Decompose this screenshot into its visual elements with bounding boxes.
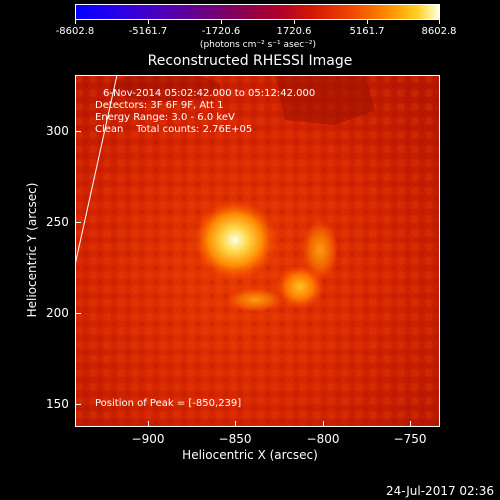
rhessi-image [75, 75, 440, 427]
colorbar-tick-label: 8602.8 [421, 26, 457, 37]
y-tick-mark [75, 131, 81, 132]
colorbar-tick-label: 1720.6 [276, 26, 312, 37]
y-axis-label: Heliocentric Y (arcsec) [25, 182, 39, 318]
colorbar-unit-label: (photons cm⁻² s⁻¹ asec⁻²) [199, 40, 317, 50]
x-tick-mark [410, 421, 411, 427]
plot-frame [75, 75, 440, 427]
peak-position-text: Position of Peak = [-850,239] [95, 398, 242, 409]
x-tick-mark [148, 421, 149, 427]
colorbar-tick-mark [439, 20, 440, 24]
x-tick-label: −800 [306, 432, 340, 446]
footer-date: 24-Jul-2017 02:36 [385, 484, 494, 498]
y-tick-mark [75, 313, 81, 314]
y-tick-label: 300 [46, 124, 69, 138]
colorbar-tick-label: -8602.8 [55, 26, 95, 37]
plot-title: Reconstructed RHESSI Image [147, 53, 353, 69]
x-tick-mark [235, 421, 236, 427]
info-time-range: 6-Nov-2014 05:02:42.000 to 05:12:42.000 [103, 88, 316, 99]
y-tick-mark [75, 222, 81, 223]
colorbar-tick-mark [75, 20, 76, 24]
colorbar-tick-label: -1720.6 [201, 26, 241, 37]
colorbar-tick-mark [294, 20, 295, 24]
x-tick-label: −850 [218, 432, 252, 446]
y-tick-mark [75, 404, 81, 405]
info-total-counts: Clean Total counts: 2.76E+05 [95, 124, 253, 135]
info-detectors: Detectors: 3F 6F 9F, Att 1 [95, 100, 224, 111]
x-tick-label: −750 [393, 432, 427, 446]
colorbar [75, 4, 440, 20]
x-tick-label: −900 [131, 432, 165, 446]
colorbar-tick-label: 5161.7 [349, 26, 385, 37]
colorbar-tick-mark [148, 20, 149, 24]
y-tick-label: 150 [46, 397, 69, 411]
y-tick-label: 250 [46, 215, 69, 229]
x-axis-label: Heliocentric X (arcsec) [182, 448, 318, 462]
colorbar-tick-label: -5161.7 [128, 26, 168, 37]
y-tick-label: 200 [46, 306, 69, 320]
info-energy-range: Energy Range: 3.0 - 6.0 keV [95, 112, 235, 123]
x-tick-mark [323, 421, 324, 427]
colorbar-tick-mark [221, 20, 222, 24]
colorbar-tick-mark [367, 20, 368, 24]
